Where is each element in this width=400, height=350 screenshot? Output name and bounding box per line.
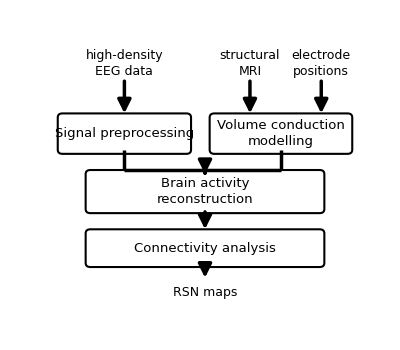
Text: Signal preprocessing: Signal preprocessing	[55, 127, 194, 140]
Text: Connectivity analysis: Connectivity analysis	[134, 241, 276, 255]
Text: Volume conduction
modelling: Volume conduction modelling	[217, 119, 345, 148]
Text: Brain activity
reconstruction: Brain activity reconstruction	[157, 177, 253, 206]
Text: high-density
EEG data: high-density EEG data	[86, 49, 163, 78]
Text: electrode
positions: electrode positions	[292, 49, 351, 78]
FancyBboxPatch shape	[58, 113, 191, 154]
Text: structural
MRI: structural MRI	[220, 49, 280, 78]
FancyBboxPatch shape	[210, 113, 352, 154]
Text: RSN maps: RSN maps	[173, 286, 237, 299]
FancyBboxPatch shape	[86, 170, 324, 213]
FancyBboxPatch shape	[86, 229, 324, 267]
